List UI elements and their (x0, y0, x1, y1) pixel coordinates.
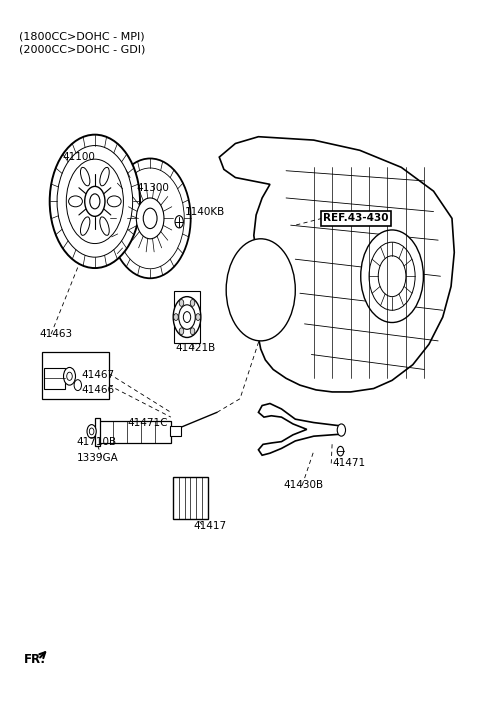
Text: 41100: 41100 (62, 152, 96, 162)
Circle shape (174, 313, 178, 320)
Circle shape (226, 239, 295, 341)
Circle shape (74, 380, 82, 391)
Circle shape (143, 208, 157, 228)
Circle shape (57, 145, 132, 257)
Ellipse shape (100, 217, 109, 235)
Circle shape (179, 305, 195, 329)
Circle shape (89, 428, 94, 435)
Text: 41471C: 41471C (127, 418, 168, 428)
Polygon shape (258, 403, 341, 455)
Circle shape (84, 186, 105, 216)
Circle shape (369, 242, 415, 311)
Ellipse shape (108, 196, 121, 207)
Text: 1140KB: 1140KB (185, 206, 225, 216)
Circle shape (190, 299, 195, 306)
Text: 41430B: 41430B (284, 480, 324, 490)
Circle shape (63, 367, 75, 385)
Text: 41471: 41471 (332, 459, 365, 469)
Text: 41417: 41417 (194, 521, 227, 531)
Text: 41710B: 41710B (76, 437, 117, 447)
Circle shape (179, 328, 184, 335)
Text: 41463: 41463 (39, 329, 72, 339)
Text: 41300: 41300 (136, 183, 169, 193)
Text: 41467: 41467 (81, 370, 114, 380)
Text: 41466: 41466 (81, 385, 114, 395)
Bar (174, 291, 200, 343)
Circle shape (136, 198, 164, 239)
Circle shape (173, 296, 201, 337)
Circle shape (179, 299, 184, 306)
Circle shape (50, 135, 140, 268)
Circle shape (175, 216, 183, 228)
Ellipse shape (81, 217, 90, 235)
Text: (1800CC>DOHC - MPI)
(2000CC>DOHC - GDI): (1800CC>DOHC - MPI) (2000CC>DOHC - GDI) (19, 31, 145, 55)
Circle shape (66, 159, 123, 244)
Text: REF.43-430: REF.43-430 (323, 213, 388, 223)
Circle shape (90, 194, 100, 209)
Polygon shape (219, 137, 454, 392)
Ellipse shape (100, 167, 109, 186)
Bar (173, 477, 208, 519)
Circle shape (109, 159, 191, 278)
Circle shape (116, 168, 184, 269)
Bar (42, 352, 108, 398)
Text: 41421B: 41421B (176, 342, 216, 352)
Circle shape (378, 256, 406, 296)
Circle shape (87, 425, 96, 438)
Ellipse shape (81, 167, 90, 186)
Circle shape (67, 372, 72, 380)
Circle shape (361, 230, 423, 323)
Bar (170, 426, 181, 436)
Bar (44, 368, 65, 389)
Circle shape (190, 328, 195, 335)
Circle shape (196, 313, 200, 320)
Text: FR.: FR. (24, 653, 46, 666)
Circle shape (337, 447, 344, 456)
Bar (95, 418, 100, 446)
Circle shape (337, 424, 346, 436)
Bar (99, 420, 171, 443)
Circle shape (183, 312, 191, 323)
Ellipse shape (69, 196, 83, 207)
Text: 1339GA: 1339GA (76, 453, 118, 463)
